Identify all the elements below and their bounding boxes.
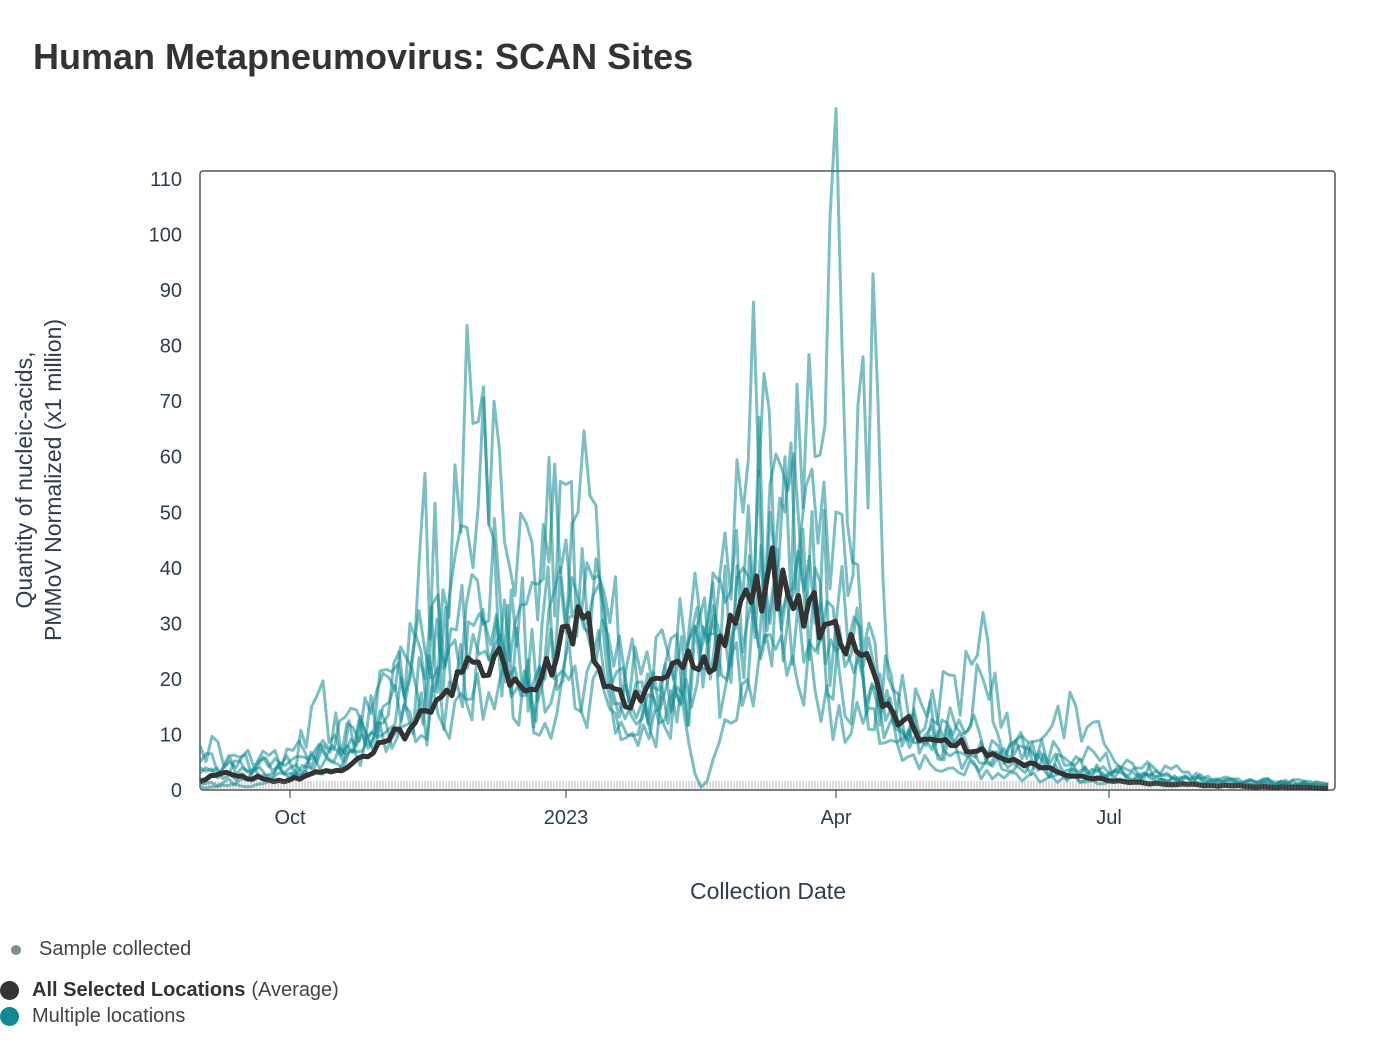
- y-tick-label: 70: [160, 391, 182, 413]
- sample-dot-icon: [11, 944, 21, 955]
- legend-label-sample: Sample collected: [39, 938, 192, 960]
- legend-item-sample[interactable]: Sample collected: [11, 938, 191, 961]
- legend-item-locations[interactable]: Multiple locations: [0, 1005, 185, 1028]
- y-axis-title-line2: PMMoV Normalized (x1 million): [40, 319, 66, 641]
- y-tick-label: 0: [171, 780, 182, 802]
- location-series-line[interactable]: [199, 107, 1329, 788]
- legend-label-locations: Multiple locations: [32, 1005, 186, 1027]
- y-tick-label: 40: [160, 558, 182, 580]
- average-dot-icon: [0, 981, 19, 1000]
- x-axis: Oct 2023 Apr Jul: [274, 790, 1122, 829]
- legend-label-average-suffix: (Average): [251, 979, 339, 1001]
- y-tick-label: 110: [150, 169, 182, 191]
- x-tick-label: 2023: [544, 807, 589, 829]
- y-tick-label: 80: [160, 336, 182, 358]
- y-tick-label: 10: [160, 724, 182, 746]
- location-series-line[interactable]: [199, 272, 1329, 788]
- y-tick-label: 60: [160, 447, 182, 469]
- legend-item-average[interactable]: All Selected Locations (Average): [0, 979, 339, 1002]
- sample-markers: [199, 781, 1329, 789]
- y-tick-label: 30: [160, 613, 182, 635]
- y-tick-label: 90: [160, 280, 182, 302]
- series-lines: [198, 107, 1329, 791]
- location-series-line[interactable]: [199, 469, 1329, 787]
- plot-frame: [199, 170, 1336, 791]
- average-series-line[interactable]: [199, 545, 1329, 791]
- x-axis-title: Collection Date: [690, 878, 846, 904]
- chart-title: Human Metapneumovirus: SCAN Sites: [33, 36, 694, 77]
- x-tick-label: Apr: [820, 807, 851, 829]
- locations-dot-icon: [0, 1007, 19, 1026]
- y-axis: 0 10 20 30 40 50 60 70 80 90 100 110: [149, 169, 182, 802]
- y-tick-label: 20: [160, 669, 182, 691]
- plot-area: [199, 170, 1336, 791]
- x-tick-label: Jul: [1096, 807, 1122, 829]
- y-tick-label: 50: [160, 502, 182, 524]
- legend-label-average: All Selected Locations: [32, 979, 246, 1001]
- y-axis-title-line1: Quantity of nucleic-acids,: [11, 352, 37, 609]
- x-tick-label: Oct: [274, 807, 306, 829]
- y-tick-label: 100: [149, 225, 182, 247]
